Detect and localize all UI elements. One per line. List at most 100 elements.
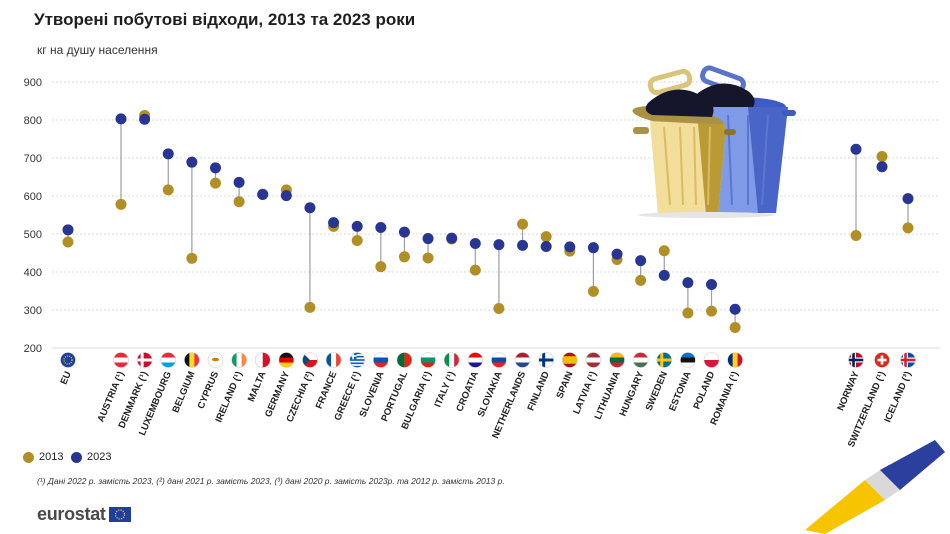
flag-fill [396, 352, 412, 368]
flag-border [420, 352, 436, 368]
flag-it-icon [443, 352, 460, 368]
point-2013 [351, 234, 363, 246]
flag-pt-icon [396, 352, 413, 368]
flag-part [113, 357, 129, 363]
point-2013 [902, 222, 914, 234]
point-2013 [635, 274, 647, 286]
flag-fill [848, 352, 864, 368]
flag-part [373, 362, 389, 368]
point-2013 [850, 230, 862, 242]
point-2013 [162, 184, 174, 196]
flag-part [60, 352, 76, 368]
flag-part [349, 357, 365, 360]
eurostat-ribbon-decoration [805, 440, 945, 534]
point-2023 [564, 241, 576, 253]
flag-at-icon [113, 352, 129, 368]
flag-border [656, 352, 673, 368]
flag-border [443, 352, 460, 368]
point-2023 [115, 113, 127, 125]
point-2013 [375, 261, 387, 273]
flag-part [704, 360, 719, 368]
flag-part [515, 352, 531, 358]
flag-part [278, 362, 294, 368]
flag-part [189, 352, 195, 368]
flag-border [632, 352, 649, 368]
flag-fill [515, 352, 531, 368]
flag-border [325, 352, 342, 368]
flag-part [349, 359, 365, 362]
point-2013 [540, 231, 552, 243]
flag-part [467, 357, 483, 363]
flag-part [349, 355, 357, 357]
flag-fill [444, 352, 460, 368]
flag-part [160, 362, 176, 368]
y-axis-ticks: 200 300 400 500 600 700 800 900 [24, 77, 42, 355]
flag-part [420, 362, 436, 368]
flag-border [609, 352, 625, 368]
point-2023 [328, 217, 340, 229]
flag-border [680, 352, 696, 368]
x-tick-label: MALTA [246, 370, 269, 404]
flag-part [331, 352, 337, 368]
flag-fi-icon [538, 352, 554, 368]
point-2023 [706, 279, 717, 291]
flag-fill [633, 352, 649, 368]
point-2023 [446, 232, 458, 244]
country-flags [60, 352, 916, 368]
flag-fill [184, 352, 200, 368]
flag-fill [207, 352, 223, 368]
flag-fill [255, 352, 271, 368]
flag-fr-icon [325, 352, 342, 368]
point-2013 [469, 264, 481, 276]
flag-part [396, 352, 405, 368]
flag-border [207, 352, 224, 368]
flag-lu-icon [160, 352, 177, 368]
legend-swatch-2013 [23, 451, 34, 463]
flag-fill [656, 352, 672, 368]
yellow-bin-icon [632, 68, 736, 215]
point-2023 [304, 202, 316, 214]
flag-part [420, 352, 436, 358]
point-2023 [729, 303, 741, 315]
point-2023 [422, 233, 434, 245]
flag-part [737, 352, 743, 368]
flag-border [585, 352, 602, 368]
legend-label-2023: 2023 [87, 451, 112, 463]
flag-fill [278, 352, 294, 368]
flag-border [136, 352, 153, 368]
point-2023 [493, 239, 505, 251]
flag-fill [420, 352, 436, 368]
flag-part [336, 352, 342, 368]
flag-part [609, 357, 625, 363]
point-2013 [186, 252, 198, 264]
y-tick-label: 500 [24, 229, 42, 241]
x-tick-label: HUNGARY [618, 369, 647, 418]
x-axis-labels: EU AUSTRIA (¹)DENMARK (¹)LUXEMBOURGBELGIU… [58, 369, 913, 449]
flag-part [538, 358, 554, 362]
flag-ro-icon [727, 352, 743, 368]
x-tick-label: SPAIN [554, 370, 575, 401]
flag-fill [562, 352, 578, 368]
point-2023 [162, 148, 174, 160]
flag-border [278, 352, 295, 368]
flag-part [680, 352, 696, 358]
flag-is-icon [900, 352, 916, 368]
eurostat-wordmark: eurostat [37, 504, 106, 524]
flag-part [585, 352, 601, 358]
flag-part [349, 360, 365, 363]
legend-item-2023: 2023 [71, 451, 111, 463]
point-2013 [422, 252, 434, 264]
flag-part [633, 362, 649, 368]
x-tick-label: POLAND [691, 370, 717, 411]
flag-part [444, 352, 450, 368]
flag-hu-icon [632, 352, 649, 368]
flag-part [184, 352, 190, 368]
point-2023 [209, 162, 221, 174]
flag-part [467, 352, 483, 358]
y-axis-unit-label: кг на душу населення [37, 43, 158, 57]
point-2023 [540, 241, 552, 253]
flag-fill [60, 352, 76, 368]
flag-ee-icon [680, 352, 696, 368]
legend-label-2013: 2013 [39, 451, 64, 463]
